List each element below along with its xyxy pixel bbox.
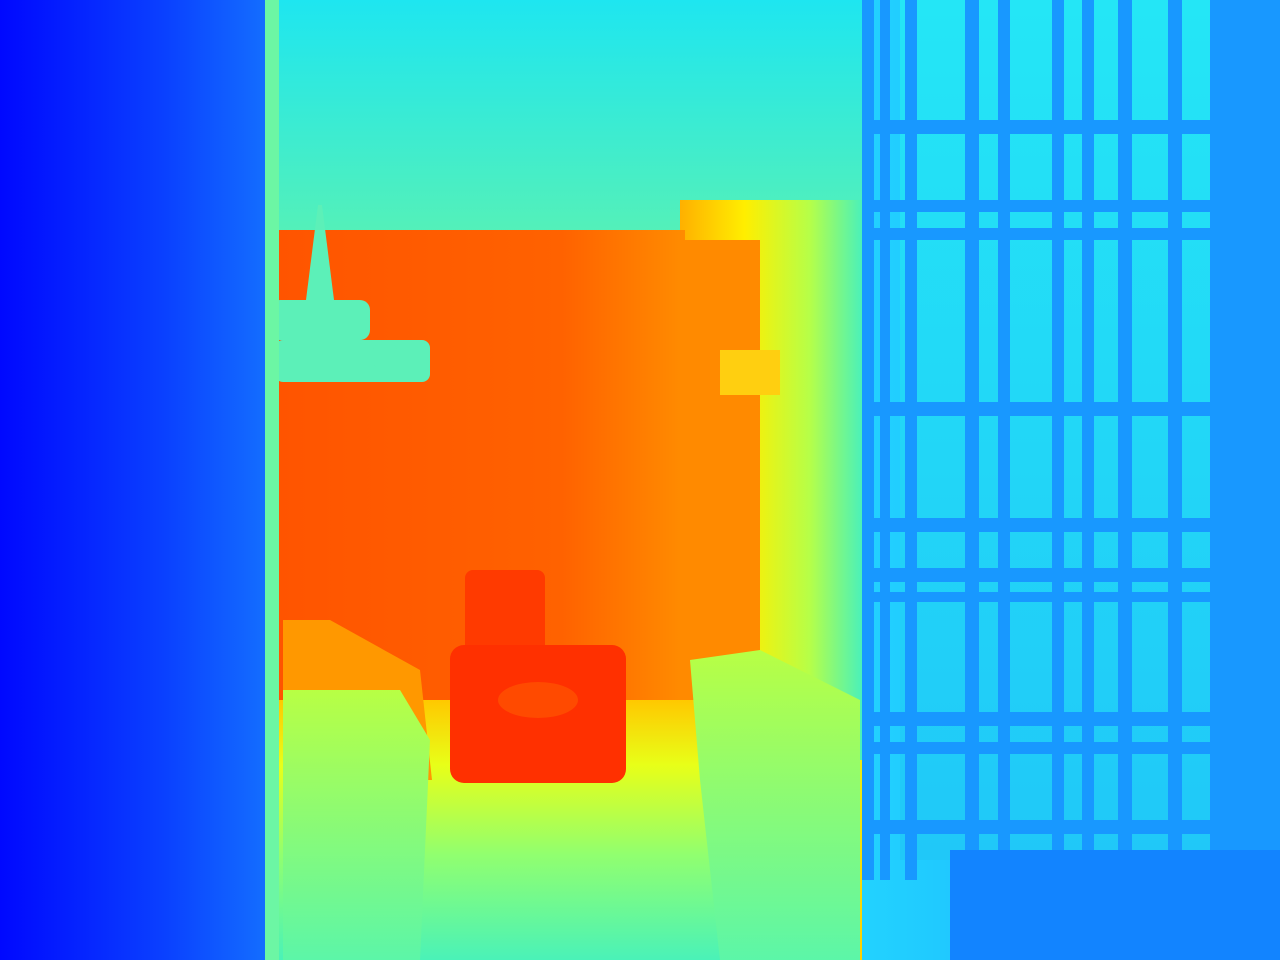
window-lattice (862, 0, 1280, 960)
armchair-left (283, 620, 432, 960)
armchair-right (690, 650, 860, 960)
chandelier (270, 205, 430, 382)
wall-near-left (0, 0, 272, 960)
round-side-table (450, 570, 626, 783)
far-room-side-wall (680, 240, 760, 700)
wall-edge (265, 0, 279, 960)
wall-sconce (720, 350, 780, 395)
